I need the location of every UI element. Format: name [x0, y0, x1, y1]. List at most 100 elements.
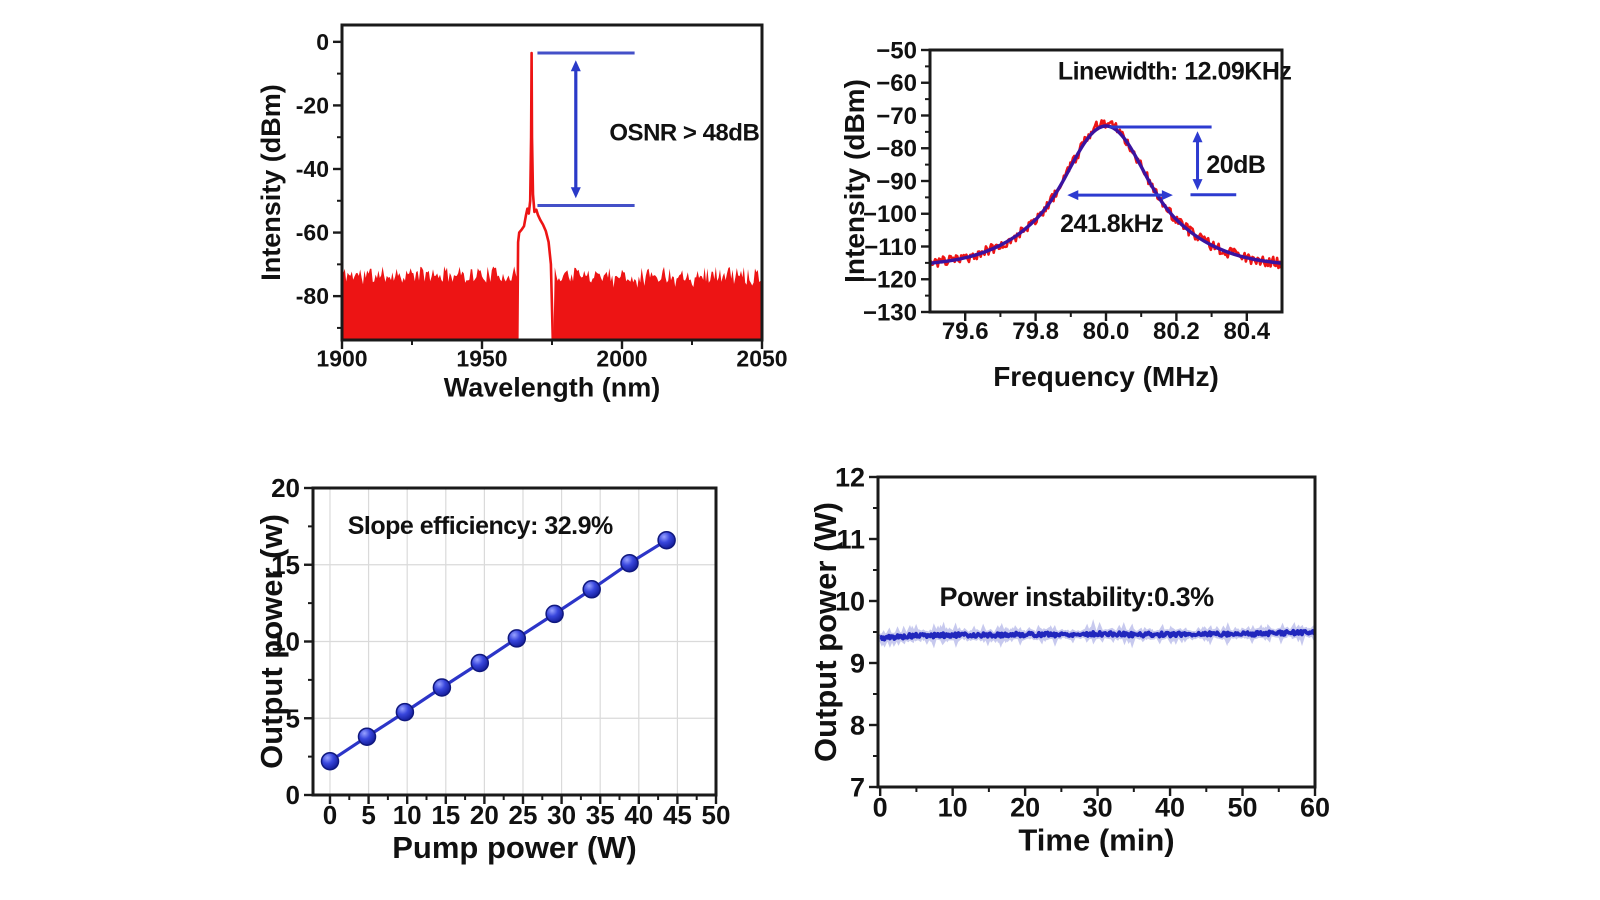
x-tick-label: 80.0: [1083, 318, 1130, 345]
x-tick-label: 45: [663, 800, 692, 830]
annotation-text: OSNR > 48dB: [609, 119, 759, 146]
arrow-head: [1192, 179, 1203, 191]
optical-spectrum-annotations: OSNR > 48dB: [537, 51, 760, 208]
x-axis-title: Wavelength (nm): [444, 372, 661, 402]
data-point: [432, 678, 452, 697]
x-tick-label: 79.6: [942, 318, 989, 345]
arrow-head: [1067, 190, 1079, 201]
data-point: [320, 751, 340, 771]
slope-efficiency-plot-area: [320, 530, 676, 771]
y-tick-label: −90: [876, 168, 917, 195]
x-tick-label: 40: [1155, 793, 1185, 823]
x-tick-label: 40: [624, 800, 653, 830]
x-tick-label: 50: [702, 800, 731, 830]
data-point: [357, 727, 377, 746]
x-tick-label: 10: [393, 800, 422, 830]
y-axis-title: Intensity (dBm): [256, 84, 286, 281]
power-stability-chart: Power instability:0.3% 0 10 20 30 40 50 60 7 8 9 10…: [808, 462, 1330, 857]
x-tick-label: 5: [361, 800, 375, 830]
annotation-text: 20dB: [1206, 151, 1265, 179]
x-tick-label: 1950: [456, 345, 507, 371]
y-tick-label: 0: [316, 29, 329, 55]
optical-spectrum-chart: OSNR > 48dB 1900 1950 2000 2050 0 -20 -40 -60 -80…: [256, 23, 788, 402]
data-point: [507, 629, 527, 648]
pedestal-series: [516, 51, 555, 340]
y-axis-title: Output power (w): [254, 514, 289, 769]
y-tick-label: −70: [876, 103, 917, 130]
y-tick-label: −100: [863, 201, 917, 228]
data-point: [545, 604, 564, 624]
power-stability-plot-area: [878, 619, 1315, 649]
rf-linewidth-ticks: 79.6 79.8 80.0 80.2 80.4 −50 −60 −70 −80 −90 −100 −…: [863, 37, 1271, 345]
y-tick-label: 15: [271, 550, 300, 580]
y-axis-title: Output power (W): [808, 502, 843, 762]
data-point: [657, 530, 676, 550]
x-tick-label: 10: [938, 793, 968, 823]
x-tick-label: 20: [1010, 793, 1040, 823]
rf-linewidth-chart: Linewidth: 12.09KHz 20dB 241.8kHz 79.6 79.8 8…: [839, 37, 1292, 392]
data-point: [620, 553, 639, 573]
y-tick-label: −60: [876, 70, 917, 97]
trace-line: [879, 628, 1315, 642]
y-tick-label: −80: [876, 136, 917, 163]
arrow-head: [1192, 131, 1203, 143]
data-point: [582, 580, 601, 599]
x-axis-title: Time (min): [1018, 823, 1174, 858]
x-tick-label: 25: [509, 800, 538, 830]
x-tick-label: 0: [323, 800, 337, 830]
slope-efficiency-chart: Slope efficiency: 32.9%0 5 10 15 20 25 30 35 40 4…: [254, 473, 730, 865]
arrow-head: [570, 187, 581, 199]
x-tick-label: 0: [873, 793, 888, 823]
noise-floor-series: [342, 266, 762, 340]
x-tick-label: 1900: [316, 345, 367, 371]
y-tick-label: 8: [850, 710, 865, 740]
y-tick-label: 12: [835, 462, 865, 492]
x-tick-label: 60: [1300, 793, 1330, 823]
x-tick-label: 80.4: [1223, 318, 1270, 345]
y-tick-label: −110: [864, 234, 917, 261]
y-tick-label: 0: [286, 780, 300, 810]
rf-linewidth-annotations: Linewidth: 12.09KHz 20dB 241.8kHz: [1058, 57, 1292, 237]
optical-spectrum-ticks: 1900 1950 2000 2050 0 -20 -40 -60 -80: [296, 29, 788, 372]
x-axis-title: Pump power (W): [392, 830, 637, 865]
x-axis-title: Frequency (MHz): [993, 361, 1219, 392]
data-point: [395, 702, 415, 722]
y-tick-label: −120: [863, 267, 917, 294]
plot-frame: [928, 48, 1284, 314]
x-tick-label: 80.2: [1153, 318, 1200, 345]
fit-curve: [930, 124, 1282, 265]
y-tick-label: 9: [850, 648, 865, 678]
y-tick-label: -60: [296, 220, 329, 246]
x-tick-label: 50: [1228, 793, 1258, 823]
annotation-text: Linewidth: 12.09KHz: [1058, 57, 1292, 85]
power-stability-ticks: 0 10 20 30 40 50 60 7 8 9 10 11 12: [835, 462, 1330, 822]
rf-linewidth-plot-area: [930, 119, 1282, 270]
y-tick-label: 7: [850, 772, 865, 802]
y-tick-label: -80: [296, 283, 329, 309]
x-tick-label: 15: [431, 800, 460, 830]
x-tick-label: 2000: [596, 345, 647, 371]
data-point: [470, 653, 490, 673]
optical-spectrum-plot-area: [342, 51, 762, 340]
y-tick-label: 5: [286, 703, 300, 733]
annotation-text: Power instability:0.3%: [940, 582, 1215, 612]
annotation-text: 241.8kHz: [1060, 210, 1163, 238]
y-tick-label: −130: [863, 299, 917, 326]
y-axis-title: Intensity (dBm): [839, 79, 870, 283]
arrow-head: [570, 60, 581, 72]
series-line: [329, 538, 668, 763]
annotation-text: Slope efficiency: 32.9%: [348, 512, 613, 540]
y-tick-label: -40: [296, 156, 329, 182]
y-tick-label: 10: [271, 627, 300, 657]
arrow-head: [1161, 190, 1173, 201]
x-tick-label: 2050: [736, 345, 787, 371]
slope-efficiency-annotations: Slope efficiency: 32.9%: [348, 512, 614, 540]
y-tick-label: -20: [296, 92, 329, 118]
y-tick-label: 20: [271, 473, 300, 503]
y-tick-label: 11: [836, 524, 865, 554]
power-stability-annotations: Power instability:0.3%: [940, 582, 1215, 612]
y-tick-label: 10: [835, 586, 865, 616]
